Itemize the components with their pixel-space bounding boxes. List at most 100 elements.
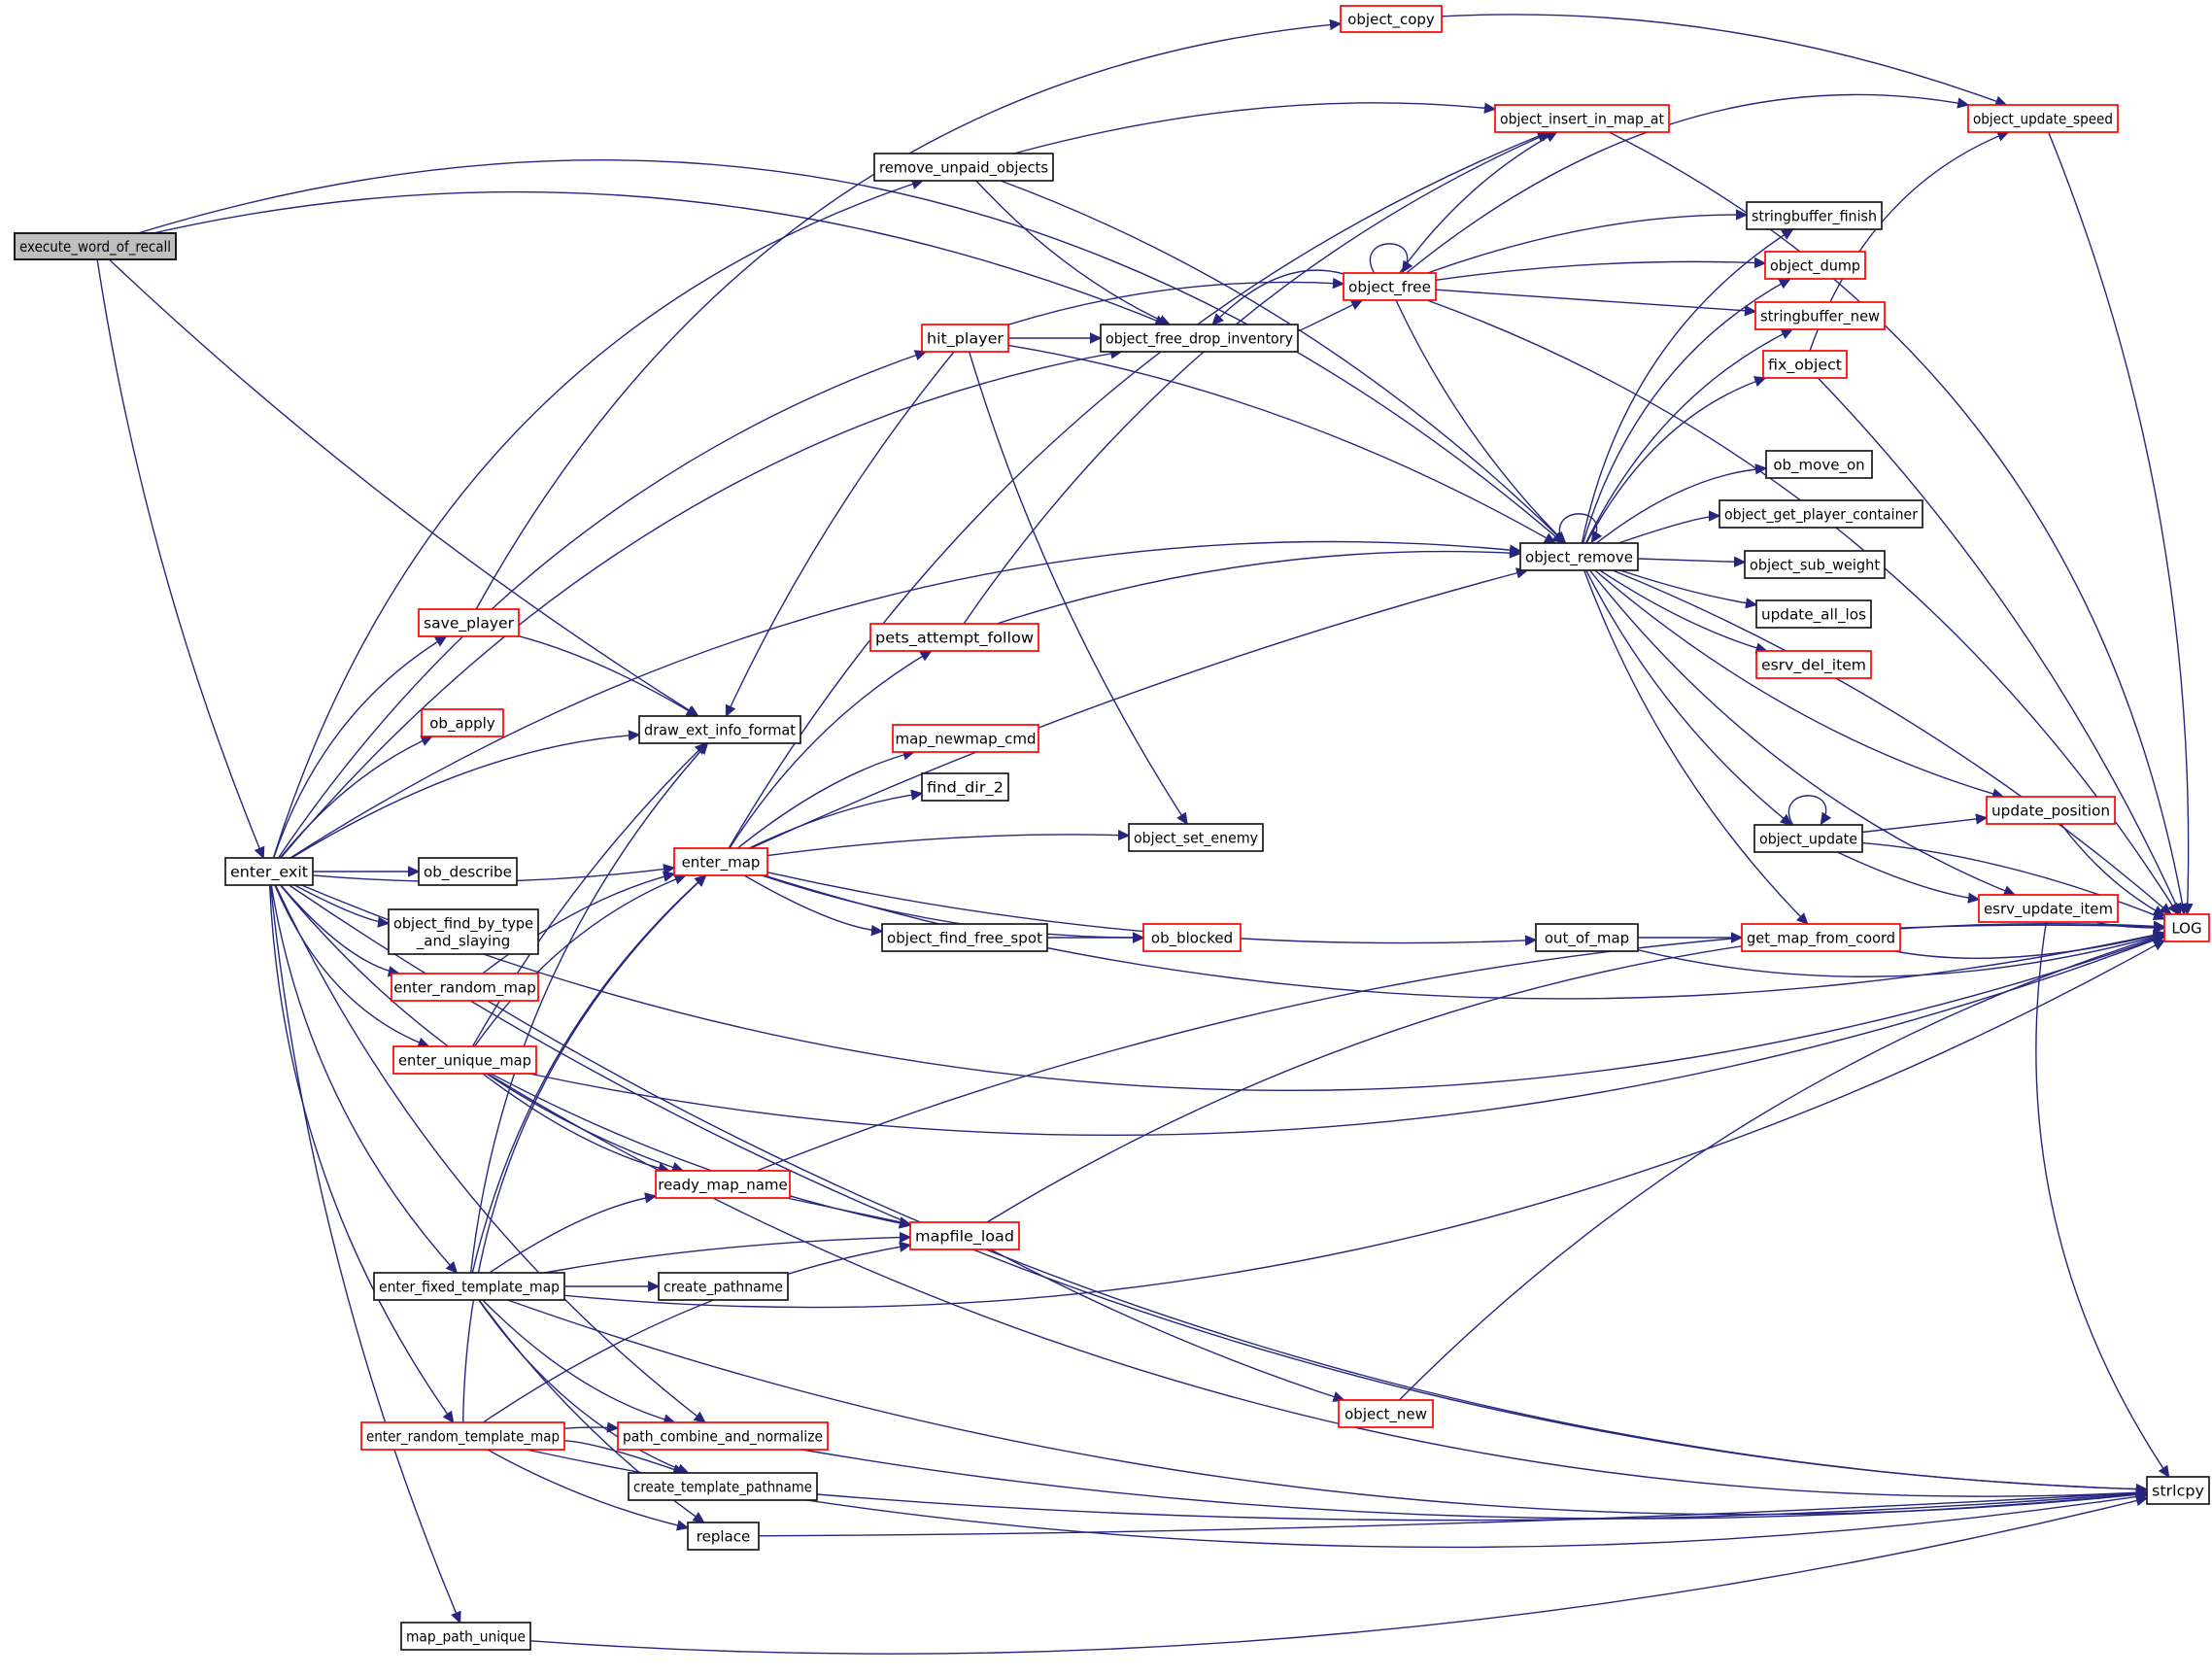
node-label: update_all_los (1761, 605, 1866, 624)
edges-layer (96, 14, 2194, 1655)
edge-enter_exit-to-enter_random_map (280, 884, 401, 977)
node-label: map_newmap_cmd (895, 730, 1036, 748)
node-label: stringbuffer_finish (1752, 207, 1877, 225)
node-find_dir_2[interactable]: find_dir_2 (921, 772, 1009, 802)
node-object_update[interactable]: object_update (1753, 824, 1863, 853)
edge-object_remove-to-object_get_player_container (1617, 510, 1721, 544)
node-box (392, 1045, 537, 1075)
node-update_position[interactable]: update_position (1986, 796, 2116, 825)
edge-enter_unique_map-to-strlcpy (487, 1073, 2149, 1498)
node-box (638, 715, 801, 744)
node-update_all_los[interactable]: update_all_los (1755, 599, 1872, 629)
node-LOG[interactable]: LOG (2163, 913, 2210, 942)
node-box (373, 1272, 565, 1301)
node-esrv_update_item[interactable]: esrv_update_item (1978, 894, 2119, 923)
node-box (14, 232, 177, 260)
edge-enter_fixed_template_map-to-mapfile_load (544, 1231, 912, 1274)
node-get_map_from_coord[interactable]: get_map_from_coord (1741, 923, 1901, 952)
edge-object_remove-self-loop (1558, 513, 1603, 544)
node-ob_describe[interactable]: ob_describe (418, 857, 518, 886)
edge-execute_word_of_recall-to-object_free_drop_inventory (153, 190, 1168, 326)
node-label: path_combine_and_normalize (623, 1427, 823, 1446)
node-create_pathname[interactable]: create_pathname (658, 1272, 789, 1301)
edge-fix_object-to-LOG (1817, 377, 2182, 916)
edge-execute_word_of_recall-to-enter_exit (96, 258, 265, 860)
edge-object_remove-to-esrv_del_item (1599, 569, 1768, 654)
node-ob_apply[interactable]: ob_apply (421, 708, 504, 737)
edge-enter_fixed_template_map-to-ready_map_name (489, 1192, 658, 1274)
edge-enter_exit-to-remove_unpaid_objects (272, 179, 925, 859)
node-label: object_set_enemy (1134, 829, 1258, 847)
node-hit_player[interactable]: hit_player (921, 324, 1009, 353)
node-save_player[interactable]: save_player (418, 608, 520, 637)
edge-enter_random_template_map-to-create_template_pathname (563, 1440, 686, 1475)
node-box (360, 1421, 565, 1451)
node-object_free[interactable]: object_free (1343, 272, 1437, 301)
node-replace[interactable]: replace (687, 1522, 760, 1551)
node-out_of_map[interactable]: out_of_map (1535, 923, 1639, 952)
node-map_newmap_cmd[interactable]: map_newmap_cmd (892, 724, 1039, 753)
node-box (391, 973, 539, 1002)
node-object_update_speed[interactable]: object_update_speed (1967, 104, 2119, 133)
node-label: esrv_del_item (1761, 656, 1866, 674)
node-ob_move_on[interactable]: ob_move_on (1765, 450, 1873, 479)
node-object_set_enemy[interactable]: object_set_enemy (1128, 823, 1264, 852)
node-label: object_get_player_container (1724, 505, 1919, 524)
node-label: object_new (1344, 1405, 1427, 1423)
node-object_insert_in_map_at[interactable]: object_insert_in_map_at (1494, 104, 1670, 133)
node-path_combine_and_normalize[interactable]: path_combine_and_normalize (617, 1421, 829, 1451)
edge-object_update-self-loop (1787, 795, 1832, 826)
edge-object_remove-to-fix_object (1585, 376, 1767, 544)
node-enter_exit[interactable]: enter_exit (224, 857, 314, 886)
node-object_sub_weight[interactable]: object_sub_weight (1744, 550, 1886, 579)
edge-enter_map-to-map_newmap_cmd (736, 749, 916, 849)
node-map_path_unique[interactable]: map_path_unique (400, 1622, 531, 1651)
edge-enter_random_template_map-to-enter_map (462, 874, 707, 1423)
node-label: enter_random_map (393, 978, 536, 997)
node-object_find_free_spot[interactable]: object_find_free_spot (881, 923, 1048, 952)
node-object_get_player_container[interactable]: object_get_player_container (1719, 499, 1923, 529)
edge-enter_exit-to-enter_unique_map (274, 884, 430, 1048)
node-remove_unpaid_objects[interactable]: remove_unpaid_objects (873, 153, 1054, 182)
node-esrv_del_item[interactable]: esrv_del_item (1755, 650, 1872, 679)
node-label: ob_describe (424, 863, 512, 881)
node-stringbuffer_finish[interactable]: stringbuffer_finish (1746, 201, 1883, 230)
node-enter_fixed_template_map[interactable]: enter_fixed_template_map (373, 1272, 565, 1301)
node-draw_ext_info_format[interactable]: draw_ext_info_format (638, 715, 801, 744)
node-stringbuffer_new[interactable]: stringbuffer_new (1754, 301, 1886, 330)
node-mapfile_load[interactable]: mapfile_load (909, 1221, 1020, 1250)
node-object_dump[interactable]: object_dump (1764, 251, 1866, 280)
node-label: ob_move_on (1773, 456, 1864, 474)
edge-enter_unique_map-to-draw_ext_info_format (471, 741, 707, 1047)
node-box (1744, 550, 1886, 579)
node-object_new[interactable]: object_new (1338, 1399, 1434, 1428)
node-object_remove[interactable]: object_remove (1519, 542, 1639, 571)
node-label: object_remove (1525, 548, 1633, 566)
node-label: _and_slaying (416, 932, 510, 950)
edge-esrv_update_item-to-strlcpy (2035, 921, 2170, 1479)
node-label: object_sub_weight (1750, 556, 1880, 574)
node-object_copy[interactable]: object_copy (1340, 5, 1443, 33)
node-enter_random_template_map[interactable]: enter_random_template_map (360, 1421, 565, 1451)
node-create_template_pathname[interactable]: create_template_pathname (628, 1472, 818, 1501)
node-ob_blocked[interactable]: ob_blocked (1142, 923, 1242, 952)
node-pets_attempt_follow[interactable]: pets_attempt_follow (869, 623, 1039, 652)
node-object_free_drop_inventory[interactable]: object_free_drop_inventory (1100, 324, 1299, 353)
node-box (909, 1221, 1020, 1250)
edge-enter_exit-to-object_remove (289, 540, 1522, 859)
edge-object_free-to-object_dump (1435, 257, 1767, 281)
node-execute_word_of_recall[interactable]: execute_word_of_recall (14, 232, 177, 260)
node-enter_map[interactable]: enter_map (673, 847, 768, 876)
edge-enter_exit-to-save_player (273, 635, 448, 859)
node-box (1754, 301, 1886, 330)
node-object_find_by_type_and_slaying[interactable]: object_find_by_type_and_slaying (388, 908, 539, 955)
node-label: stringbuffer_new (1760, 307, 1880, 325)
node-strlcpy[interactable]: strlcpy (2146, 1476, 2210, 1505)
edge-object_remove-to-update_all_los (1619, 569, 1758, 609)
node-ready_map_name[interactable]: ready_map_name (655, 1170, 791, 1199)
node-enter_unique_map[interactable]: enter_unique_map (392, 1045, 537, 1075)
node-enter_random_map[interactable]: enter_random_map (391, 973, 539, 1002)
node-fix_object[interactable]: fix_object (1762, 350, 1848, 379)
edge-enter_unique_map-to-LOG (528, 935, 2166, 1137)
node-box (1764, 251, 1866, 280)
